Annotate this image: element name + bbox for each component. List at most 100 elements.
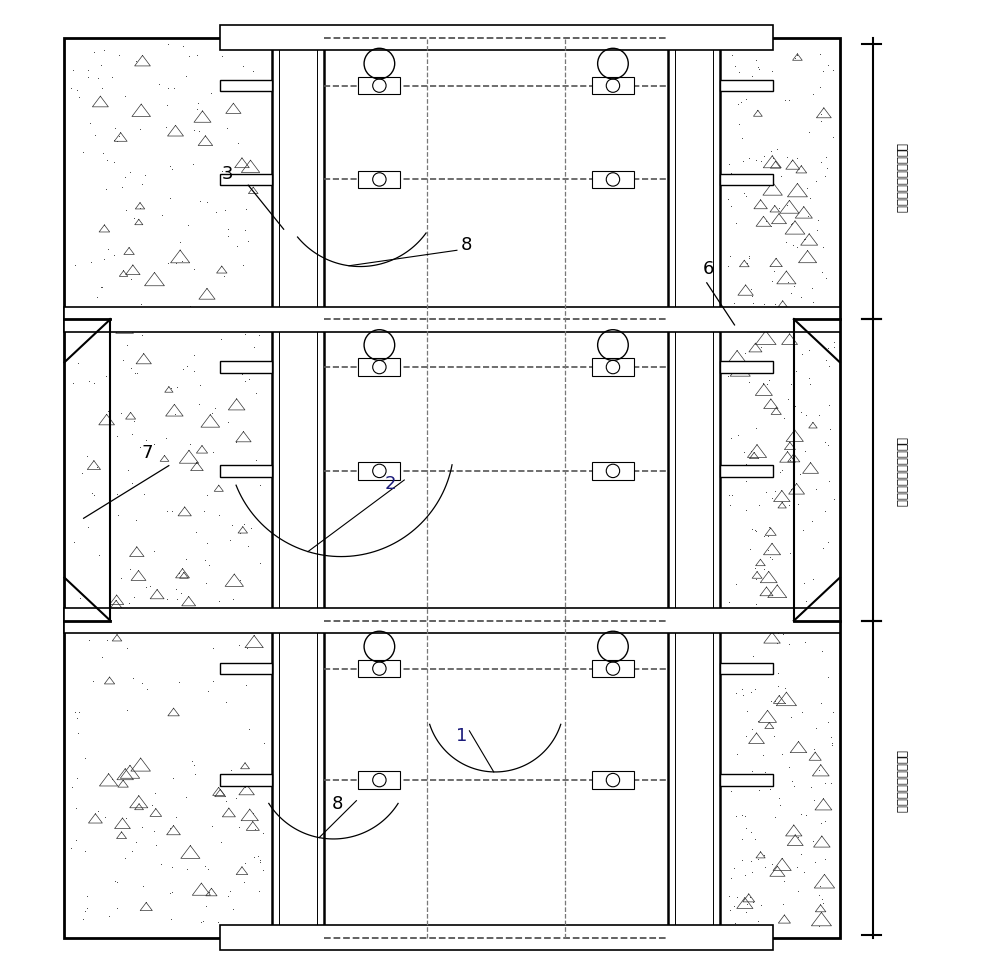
Point <box>130 611 146 626</box>
Point <box>821 359 837 374</box>
Point <box>811 919 827 934</box>
FancyBboxPatch shape <box>220 174 272 185</box>
Point <box>117 169 133 184</box>
Point <box>756 562 772 577</box>
Point <box>69 710 85 726</box>
Point <box>93 58 109 73</box>
FancyBboxPatch shape <box>592 463 634 480</box>
Point <box>722 248 738 263</box>
Point <box>796 864 812 879</box>
Point <box>180 218 196 233</box>
Point <box>63 840 79 855</box>
Point <box>734 831 750 847</box>
Point <box>169 379 185 395</box>
Point <box>89 460 105 475</box>
Point <box>776 410 792 425</box>
Point <box>814 892 830 907</box>
Point <box>764 273 780 288</box>
Point <box>720 368 736 383</box>
Point <box>723 165 739 180</box>
Point <box>767 297 783 312</box>
Point <box>783 481 799 496</box>
Point <box>222 532 238 547</box>
Point <box>234 367 250 382</box>
FancyBboxPatch shape <box>358 171 400 188</box>
Point <box>826 339 842 354</box>
Point <box>821 320 837 335</box>
Point <box>223 762 239 778</box>
Point <box>94 649 110 664</box>
Point <box>782 312 798 327</box>
Point <box>127 366 143 381</box>
Point <box>106 155 122 170</box>
Point <box>755 747 771 762</box>
Point <box>235 59 251 74</box>
Point <box>777 695 793 710</box>
Point <box>217 202 233 217</box>
Point <box>90 70 106 85</box>
Point <box>786 779 802 794</box>
Point <box>723 198 739 213</box>
Point <box>168 255 184 271</box>
Point <box>741 150 757 165</box>
Point <box>200 684 216 699</box>
Point <box>236 874 252 889</box>
Point <box>818 270 834 285</box>
Point <box>238 678 254 693</box>
Point <box>779 150 795 165</box>
FancyBboxPatch shape <box>592 772 634 789</box>
Point <box>764 551 780 566</box>
Point <box>114 180 130 195</box>
Point <box>179 358 195 373</box>
Point <box>200 861 216 876</box>
Point <box>738 502 754 517</box>
Point <box>79 900 95 916</box>
Point <box>126 413 142 428</box>
Point <box>785 237 801 252</box>
Point <box>738 820 754 835</box>
Point <box>199 487 215 502</box>
Point <box>179 861 195 876</box>
Point <box>97 809 113 825</box>
Point <box>765 612 781 628</box>
Point <box>164 161 180 177</box>
Point <box>738 729 754 744</box>
Point <box>128 834 144 850</box>
Point <box>250 462 266 477</box>
Point <box>813 816 829 831</box>
Point <box>237 373 253 389</box>
Point <box>797 444 813 459</box>
Point <box>824 737 840 753</box>
Point <box>98 369 114 384</box>
Point <box>221 318 237 333</box>
Point <box>751 61 767 77</box>
Point <box>214 48 230 63</box>
Point <box>82 115 98 131</box>
Point <box>780 275 796 290</box>
Point <box>817 776 833 791</box>
Point <box>182 436 198 451</box>
Point <box>111 48 127 63</box>
Point <box>139 682 155 697</box>
Point <box>186 363 202 378</box>
Point <box>195 913 211 928</box>
Point <box>120 614 136 630</box>
Point <box>106 248 122 263</box>
Point <box>238 202 254 217</box>
Point <box>158 431 174 446</box>
Point <box>720 192 736 207</box>
Point <box>222 884 238 900</box>
Point <box>737 867 753 882</box>
Point <box>745 648 761 663</box>
Point <box>122 561 138 576</box>
Point <box>235 257 251 273</box>
Point <box>133 297 149 312</box>
Point <box>160 36 176 52</box>
Point <box>172 234 188 250</box>
Point <box>174 253 190 269</box>
Point <box>817 504 833 519</box>
Point <box>171 565 187 581</box>
Point <box>750 851 766 866</box>
Point <box>220 415 236 430</box>
Point <box>94 279 110 295</box>
